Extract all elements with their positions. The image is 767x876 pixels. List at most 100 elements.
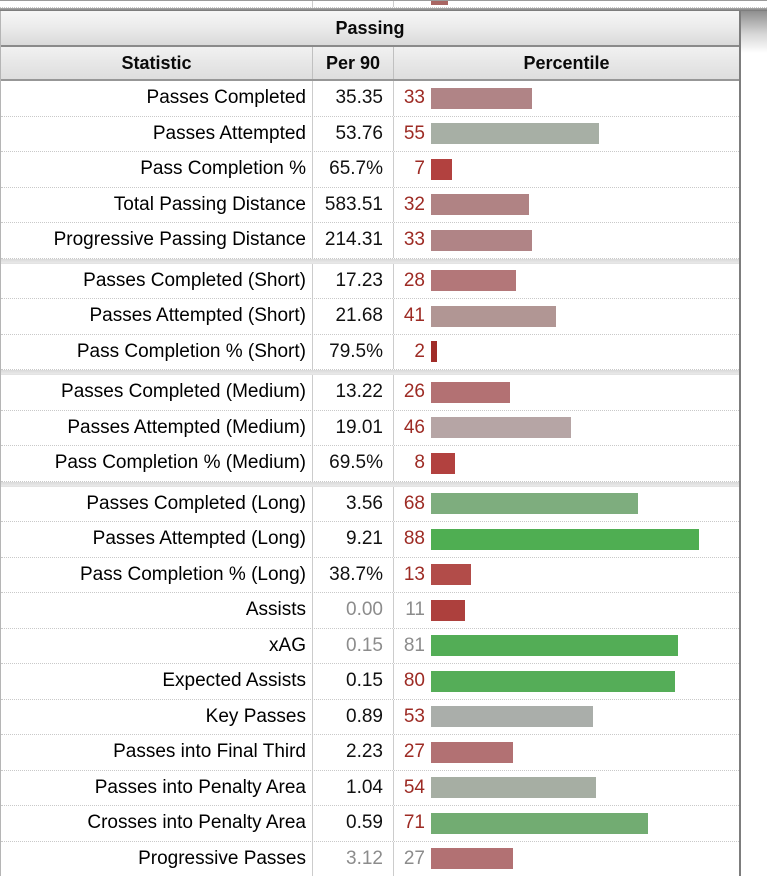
percentile-bar [431,706,593,728]
percentile-bar [431,229,532,251]
percentile-value: 11 [405,599,425,621]
percentile-value: 28 [403,269,425,291]
table-top-border [0,8,767,11]
stats-table-body: Passes Completed 35.35 33 Passes Attempt… [1,81,739,876]
percentile-bar [431,158,452,180]
percentile-value: 33 [403,87,425,109]
per90-value: 0.15 [313,664,394,699]
stat-label: Total Passing Distance [1,187,313,222]
table-title: Passing [1,11,739,47]
stat-row: Passes Attempted 53.76 55 [1,116,739,152]
stat-label: Passes Attempted [1,116,313,151]
percentile-bar [431,493,638,515]
stat-label: Pass Completion % [1,152,313,187]
percentile-cell: 33 [394,81,739,116]
column-header-per90: Per 90 [313,47,394,79]
cell-divider [312,1,313,7]
percentile-bar [431,341,437,363]
stat-row: Total Passing Distance 583.51 32 [1,187,739,223]
percentile-cell: 80 [394,664,739,699]
per90-value: 3.12 [313,841,394,876]
previous-table-fragment [0,0,767,8]
percentile-bar [431,87,532,109]
per90-value: 65.7% [313,152,394,187]
stat-label: Progressive Passes [1,841,313,876]
stat-row: Pass Completion % 65.7% 7 [1,152,739,188]
percentile-cell: 2 [394,335,739,370]
stat-row: Passes Attempted (Long) 9.21 88 [1,522,739,558]
percentile-value: 53 [403,705,425,727]
stat-row: xAG 0.15 81 [1,628,739,664]
percentile-cell: 11 [394,593,739,628]
per90-value: 1.04 [313,770,394,805]
percentile-value: 7 [414,158,425,180]
per90-value: 583.51 [313,187,394,222]
percentile-value: 54 [403,776,425,798]
per90-value: 17.23 [313,263,394,298]
previous-row-bar-fragment [431,1,448,5]
percentile-bar [431,123,599,145]
percentile-cell: 32 [394,188,739,223]
percentile-value: 32 [403,193,425,215]
percentile-cell: 7 [394,152,739,187]
percentile-cell: 41 [394,299,739,334]
percentile-value: 88 [403,528,425,550]
percentile-value: 33 [403,229,425,251]
per90-value: 69.5% [313,446,394,481]
percentile-bar [431,812,648,834]
per90-value: 13.22 [313,375,394,410]
percentile-cell: 27 [394,735,739,770]
per90-value: 214.31 [313,223,394,258]
percentile-cell: 53 [394,700,739,735]
percentile-value: 80 [403,670,425,692]
stat-row: Passes into Final Third 2.23 27 [1,735,739,771]
stat-label: Pass Completion % (Medium) [1,446,313,481]
percentile-bar [431,452,455,474]
percentile-bar [431,305,556,327]
percentile-bar [431,599,465,621]
stat-row: Passes Attempted (Medium) 19.01 46 [1,410,739,446]
percentile-bar [431,564,471,586]
stat-row: Pass Completion % (Medium) 69.5% 8 [1,446,739,482]
percentile-bar [431,270,516,292]
percentile-value: 26 [403,381,425,403]
stat-label: Expected Assists [1,664,313,699]
stat-row: Crosses into Penalty Area 0.59 71 [1,806,739,842]
percentile-value: 68 [403,492,425,514]
percentile-value: 13 [403,563,425,585]
stat-label: Pass Completion % (Long) [1,557,313,592]
group-separator [1,370,739,375]
column-header-statistic: Statistic [1,47,313,79]
per90-value: 2.23 [313,735,394,770]
stat-row: Expected Assists 0.15 80 [1,664,739,700]
stat-row: Passes Completed (Short) 17.23 28 [1,263,739,299]
percentile-cell: 33 [394,223,739,258]
percentile-cell: 71 [394,806,739,841]
percentile-bar [431,635,678,657]
passing-stats-table: Passing Statistic Per 90 Percentile Pass… [0,11,741,876]
percentile-value: 71 [403,812,425,834]
stat-label: Passes Completed (Medium) [1,375,313,410]
per90-value: 19.01 [313,410,394,445]
per90-value: 53.76 [313,116,394,151]
percentile-value: 27 [403,847,425,869]
stat-label: Assists [1,593,313,628]
percentile-cell: 88 [394,522,739,557]
percentile-bar [431,194,529,216]
stat-label: Passes Completed (Long) [1,486,313,521]
per90-value: 0.89 [313,699,394,734]
percentile-value: 41 [403,305,425,327]
stat-label: Passes Completed [1,81,313,116]
per90-value: 35.35 [313,81,394,116]
percentile-bar [431,528,699,550]
stat-label: Passes Completed (Short) [1,263,313,298]
percentile-value: 2 [414,340,425,362]
column-header-percentile: Percentile [523,52,610,73]
table-title-label: Passing [335,17,405,38]
stat-label: Pass Completion % (Short) [1,334,313,369]
stat-label: Progressive Passing Distance [1,223,313,258]
percentile-cell: 55 [394,117,739,152]
cell-divider [393,1,394,7]
page-background-fade [741,11,767,53]
percentile-value: 8 [414,452,425,474]
